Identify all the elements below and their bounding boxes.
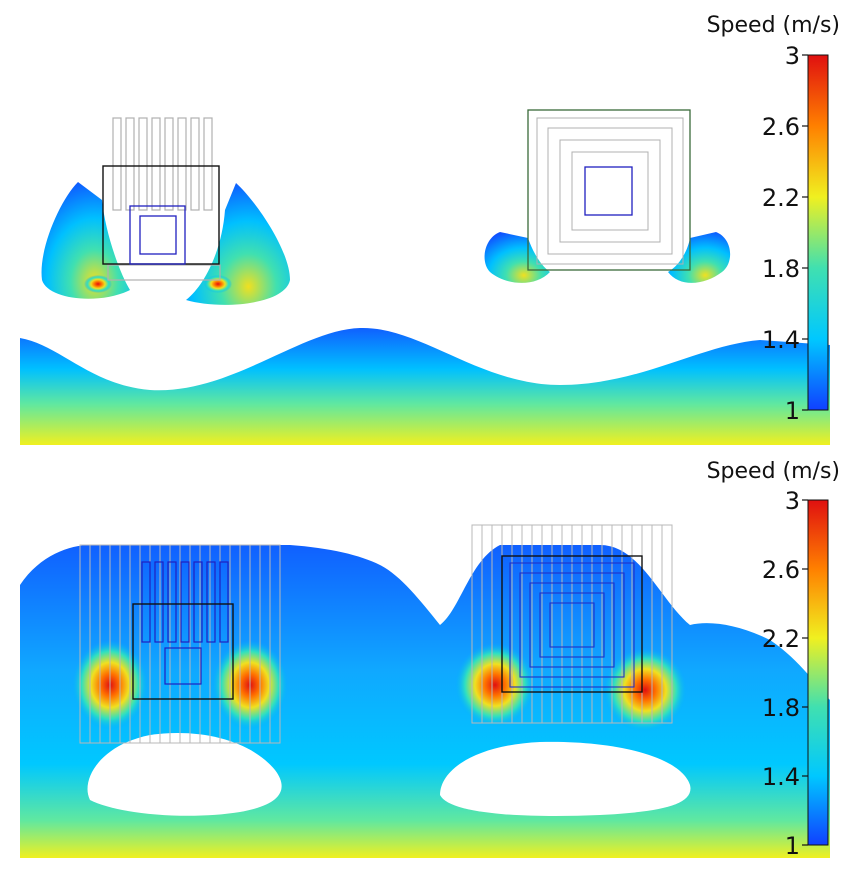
bottom-hotspot-4 — [603, 648, 687, 732]
colorbar-title-top: Speed (m/s) — [707, 13, 840, 38]
bottom-hotspot-3 — [455, 643, 535, 727]
colorbar-tick-label-bottom-3: 2.2 — [762, 625, 800, 653]
top-right-grid — [536, 117, 684, 265]
top-left-inner — [129, 205, 186, 265]
colorbar-bar-bottom — [807, 499, 829, 846]
bottom-cavity-left — [87, 733, 282, 816]
top-hotspot-1 — [84, 275, 112, 293]
colorbar-tick-label-bottom-5: 3 — [785, 487, 800, 515]
colorbar-top: Speed (m/s) 1 1.4 1.8 2.2 2.6 3 — [707, 13, 840, 425]
colorbar-tick-label-bottom-4: 2.6 — [762, 556, 800, 584]
top-right-wake-right — [668, 232, 731, 283]
colorbar-tick-label-top-0: 1 — [785, 397, 800, 425]
colorbar-title-bottom: Speed (m/s) — [707, 459, 840, 484]
colorbar-tick-label-top-3: 2.2 — [762, 184, 800, 212]
top-hotspot-2 — [204, 275, 232, 293]
bottom-right-box — [501, 555, 643, 693]
colorbar-tick-label-bottom-0: 1 — [785, 832, 800, 860]
top-right-wake-left — [484, 232, 550, 283]
bottom-left-box — [132, 603, 234, 700]
colorbar-tick-label-bottom-1: 1.4 — [762, 763, 800, 791]
top-left-wake-right — [186, 183, 290, 305]
colorbar-tick-label-top-4: 2.6 — [762, 113, 800, 141]
top-flow-band — [20, 327, 830, 445]
bottom-left-blue-fins — [141, 561, 229, 685]
colorbar-bar-top — [807, 54, 829, 411]
bottom-cavity-right — [440, 741, 691, 816]
top-right-box — [527, 109, 691, 271]
colorbar-tick-label-bottom-2: 1.8 — [762, 694, 800, 722]
colorbar-tick-label-top-2: 1.8 — [762, 255, 800, 283]
top-left-structure — [107, 117, 221, 281]
bottom-left-fins — [79, 544, 281, 744]
colorbar-bottom: Speed (m/s) 1 1.4 1.8 2.2 2.6 3 — [707, 459, 840, 860]
colorbar-tick-label-top-5: 3 — [785, 42, 800, 70]
colorbars: Speed (m/s) 1 1.4 1.8 2.2 2.6 3 Speed (m/s) 1 1.4… — [707, 13, 840, 860]
bottom-panel — [20, 524, 830, 858]
bottom-right-blue-grid — [509, 562, 635, 688]
top-panel — [20, 109, 830, 445]
colorbar-tick-label-top-1: 1.4 — [762, 326, 800, 354]
top-right-core — [584, 166, 633, 216]
